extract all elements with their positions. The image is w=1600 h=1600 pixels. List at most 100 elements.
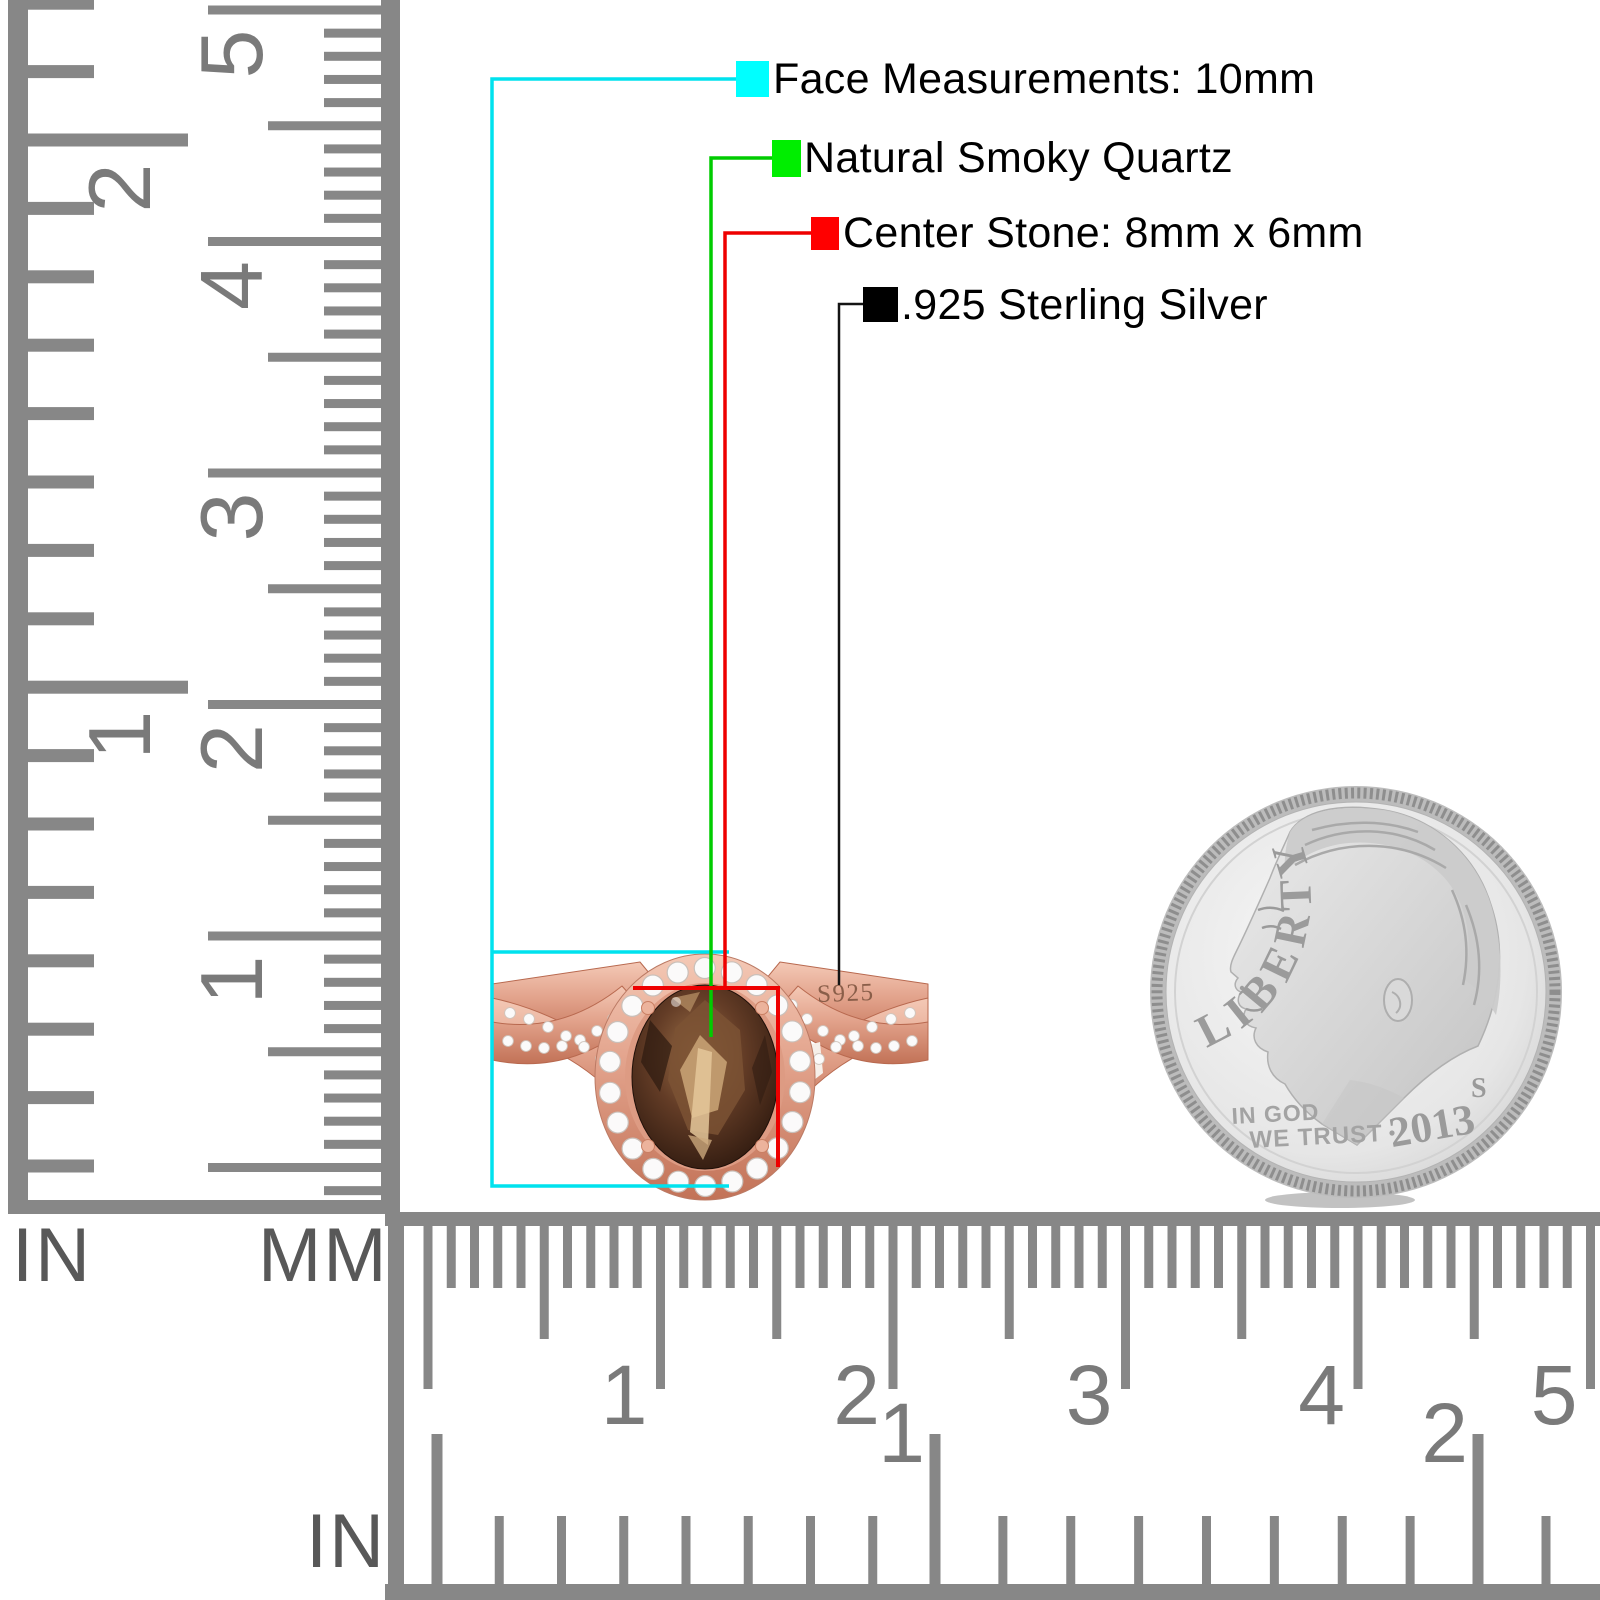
hair-wave-lines — [1294, 821, 1481, 1006]
ruler-tick — [749, 1226, 758, 1288]
ruler-tick — [929, 1434, 941, 1584]
ruler-tick — [470, 1226, 479, 1288]
ruler-tick — [28, 407, 94, 421]
left-mm-ruler: 5 4 3 2 1 — [182, 0, 400, 1214]
face-measure-line — [490, 77, 736, 1188]
band-diamond — [813, 1053, 825, 1065]
halo-diamond — [781, 1020, 804, 1043]
ruler-tick — [28, 749, 94, 763]
stone-leader-line — [723, 231, 811, 988]
halo-diamond — [606, 1111, 629, 1134]
ruler-tick — [1097, 1226, 1107, 1288]
ruler-tick — [1134, 1516, 1144, 1584]
ruler-number: 4 — [182, 261, 281, 310]
ruler-tick — [842, 1226, 851, 1288]
ruler-number: 4 — [1298, 1348, 1345, 1442]
ruler-tick — [324, 144, 381, 154]
ruler-tick — [1400, 1226, 1409, 1288]
label-natural-smoky-quartz: Natural Smoky Quartz — [804, 134, 1233, 182]
ruler-tick — [381, 0, 400, 1214]
prongs — [641, 1001, 769, 1153]
ruler-tick — [1423, 1226, 1433, 1288]
ruler-tick — [958, 1226, 968, 1288]
bottom-inch-unit-label: IN — [306, 1499, 386, 1584]
ruler-tick — [324, 445, 381, 455]
ruler-tick — [539, 1226, 549, 1339]
ruler-tick — [1202, 1516, 1211, 1584]
quartz-swatch — [772, 140, 801, 177]
ruler-tick — [28, 270, 94, 284]
ruler-tick — [324, 1116, 381, 1126]
ruler-number: 3 — [182, 493, 281, 542]
band-diamond — [885, 1013, 897, 1025]
band-diamond — [904, 1007, 916, 1019]
ruler-tick — [1307, 1226, 1316, 1288]
ruler-tick — [324, 329, 381, 339]
ruler-tick — [324, 51, 381, 61]
ruler-tick — [619, 1516, 629, 1584]
band-diamond — [830, 1041, 842, 1053]
roosevelt-portrait — [1229, 806, 1501, 1146]
label-center-stone: Center Stone: 8mm x 6mm — [843, 209, 1364, 257]
label-face-measurements: Face Measurements: 10mm — [773, 55, 1316, 103]
ruler-tick — [1446, 1226, 1456, 1288]
ruler-tick — [1167, 1226, 1177, 1288]
halo-diamond — [666, 961, 689, 984]
ruler-tick — [208, 468, 381, 478]
nostril — [1239, 985, 1245, 991]
ruler-tick — [28, 201, 94, 215]
ruler-tick — [911, 1226, 921, 1288]
ruler-tick — [1028, 1226, 1037, 1288]
band-diamond — [520, 1040, 532, 1052]
ruler-tick — [702, 1226, 712, 1288]
ruler-tick — [324, 283, 381, 293]
ruler-number: 2 — [833, 1348, 880, 1442]
ruler-tick — [324, 1139, 381, 1149]
ruler-number: 1 — [182, 956, 281, 1005]
quartz-leader-line — [709, 156, 772, 1037]
band-diamond — [591, 1025, 603, 1037]
halo-diamond — [781, 1110, 804, 1134]
halo-diamond — [721, 1170, 744, 1193]
ruler-tick — [516, 1226, 526, 1288]
band-diamond — [578, 1041, 590, 1053]
ruler-tick — [998, 1516, 1008, 1584]
ruler-tick — [28, 1022, 94, 1036]
ruler-tick — [1541, 1516, 1551, 1584]
ruler-tick — [28, 1159, 94, 1173]
ruler-tick — [324, 167, 381, 177]
ruler-tick — [586, 1226, 596, 1288]
ruler-tick — [1562, 1226, 1572, 1288]
halo-diamond — [667, 1170, 690, 1193]
ruler-tick — [324, 190, 381, 200]
ruler-tick — [28, 133, 188, 147]
stone-facet-dark-right — [752, 1035, 772, 1105]
ruler-tick — [656, 1226, 665, 1389]
halo-diamond — [788, 1050, 812, 1073]
ruler-tick — [446, 1226, 456, 1288]
ruler-tick — [324, 1024, 381, 1034]
ruler-tick — [1337, 1516, 1347, 1584]
band-diamond — [852, 1040, 864, 1052]
ruler-number: 2 — [182, 724, 281, 773]
ruler-tick — [1516, 1226, 1526, 1288]
ruler-tick — [324, 862, 381, 872]
ruler-tick — [208, 1163, 381, 1172]
ruler-tick — [806, 1516, 815, 1584]
ruler-tick — [1074, 1226, 1084, 1288]
halo-diamond — [642, 1157, 665, 1180]
ruler-tick — [1353, 1226, 1363, 1389]
ruler-tick — [324, 1070, 381, 1080]
ruler-tick — [679, 1226, 689, 1288]
ruler-tick — [1283, 1226, 1293, 1288]
ruler-tick — [388, 1212, 404, 1600]
ruler-tick — [324, 885, 381, 895]
ruler-tick — [609, 1226, 619, 1288]
left-inch-unit-label: IN — [12, 1213, 92, 1298]
ruler-tick — [795, 1226, 805, 1288]
band-diamond — [556, 1040, 568, 1052]
ruler-tick — [208, 237, 381, 246]
ruler-tick — [1190, 1226, 1200, 1288]
